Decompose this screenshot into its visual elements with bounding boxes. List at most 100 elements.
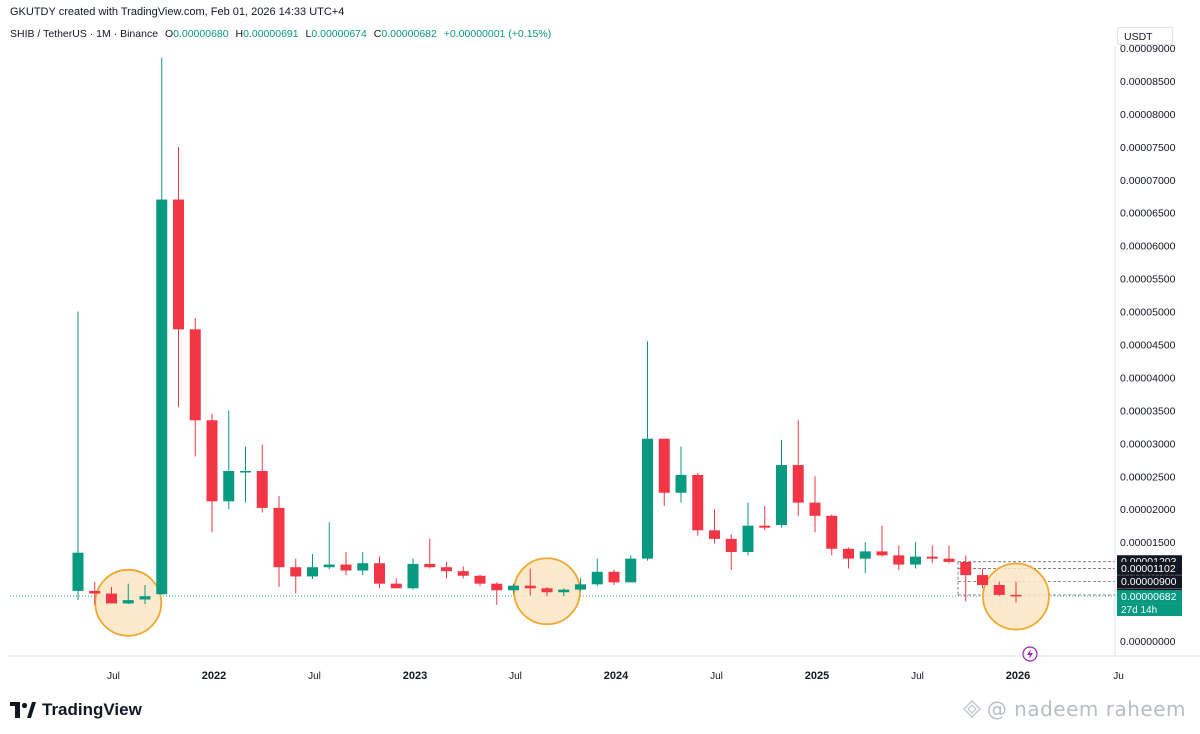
lightning-icon[interactable] <box>1022 646 1038 662</box>
y-tick-label: 0.00008500 <box>1120 76 1176 88</box>
candle-body <box>826 515 838 549</box>
y-tick-label: 0.00004500 <box>1120 340 1176 352</box>
candle-body <box>625 558 637 583</box>
y-tick-label: 0.00002500 <box>1120 471 1176 483</box>
x-tick-label: 2023 <box>403 670 427 682</box>
candle-body <box>340 564 352 571</box>
tradingview-mark-icon <box>10 702 36 718</box>
close-key: C <box>373 28 382 40</box>
candle-body <box>943 558 955 562</box>
y-tick-label: 0.00003500 <box>1120 405 1176 417</box>
y-tick-label: 0.00004000 <box>1120 372 1176 384</box>
x-tick-label: Jul <box>107 671 120 682</box>
y-tick-label: 0.00008000 <box>1120 109 1176 121</box>
currency-selector[interactable]: USDT <box>1117 27 1173 45</box>
candle-body <box>725 538 737 553</box>
ohlc-legend: SHIB / TetherUS · 1M · Binance O0.000006… <box>10 28 551 40</box>
candle-body <box>508 585 519 591</box>
candle-body <box>759 525 771 528</box>
candle-body <box>122 600 134 604</box>
candle-body <box>642 438 653 559</box>
y-tick-label: 0.00007500 <box>1120 142 1176 154</box>
candle-body <box>273 507 285 568</box>
candle-body <box>893 555 905 565</box>
y-tick-label: 0.00002000 <box>1120 504 1176 516</box>
x-tick-label: 2022 <box>202 670 226 682</box>
candle-body <box>189 329 201 421</box>
chart-credit: GKUTDY created with TradingView.com, Feb… <box>10 6 345 18</box>
y-tick-label: 0.00007000 <box>1120 175 1176 187</box>
author-watermark: @ nadeem raheem <box>962 697 1186 721</box>
candle-body <box>675 474 687 493</box>
candle-body <box>374 563 385 584</box>
candle-body <box>323 564 335 568</box>
brand-name: TradingView <box>42 700 142 719</box>
candle-body <box>457 571 469 576</box>
symbol-label[interactable]: SHIB / TetherUS · 1M · Binance <box>10 28 159 40</box>
candle-body <box>776 465 787 526</box>
low-value: 0.00000674 <box>311 28 367 40</box>
candle-body <box>290 567 302 577</box>
candle-body <box>156 199 168 595</box>
y-tick-label: 0.00005000 <box>1120 307 1176 319</box>
candle-body <box>692 474 704 531</box>
y-tick-label: 0.00005500 <box>1120 274 1176 286</box>
candle-body <box>742 525 754 553</box>
candle-body <box>809 502 821 516</box>
candle-body <box>658 438 670 493</box>
x-tick-label: 2026 <box>1006 670 1030 682</box>
candle-body <box>491 583 503 591</box>
candle-body <box>139 596 151 600</box>
diamond-logo-icon <box>962 700 981 718</box>
candle-body <box>307 567 318 577</box>
price-label-bg <box>1117 575 1182 589</box>
high-key: H <box>235 28 244 40</box>
x-tick-label: Jul <box>509 671 522 682</box>
candle-body <box>608 571 620 583</box>
countdown-bg <box>1117 603 1182 617</box>
candle-body <box>390 583 402 589</box>
x-tick-label: Jul <box>710 671 723 682</box>
x-tick-label: 2024 <box>604 670 629 682</box>
candle-body <box>240 471 251 473</box>
tradingview-logo[interactable]: TradingView <box>10 700 142 720</box>
y-tick-label: 0.00009000 <box>1120 43 1176 55</box>
candle-body <box>357 563 369 571</box>
candle-body <box>993 584 1005 595</box>
candle-body <box>558 589 570 593</box>
candle-body <box>575 584 586 590</box>
open-key: O <box>164 28 174 40</box>
x-tick-label: 2025 <box>805 670 829 682</box>
candle-body <box>843 548 854 559</box>
candle-body <box>591 571 603 585</box>
candle-body <box>89 590 101 594</box>
candle-body <box>173 199 184 330</box>
candle-body <box>72 552 84 591</box>
candle-body <box>223 471 235 502</box>
x-tick-label: Jul <box>308 671 321 682</box>
candle-body <box>474 575 486 584</box>
candle-body <box>859 551 871 559</box>
candle-body <box>876 551 888 556</box>
low-key: L <box>305 28 312 40</box>
y-tick-label: 0.00006500 <box>1120 208 1176 220</box>
candle-body <box>709 530 720 539</box>
close-value: 0.00000682 <box>381 28 437 40</box>
candle-body <box>441 567 452 572</box>
candle-body <box>1010 594 1022 597</box>
high-value: 0.00000691 <box>243 28 299 40</box>
candle-body <box>960 561 972 576</box>
price-label: 0.00001102 <box>1121 563 1176 575</box>
candle-body <box>256 471 268 508</box>
open-value: 0.00000680 <box>173 28 229 40</box>
x-tick-label: Jul <box>911 671 924 682</box>
candle-body <box>106 593 117 604</box>
candle-body <box>926 556 938 559</box>
candle-body <box>977 575 988 585</box>
y-tick-label: 0.00006000 <box>1120 241 1176 253</box>
y-tick-label: 0.00000000 <box>1120 636 1176 648</box>
candle-body <box>541 588 553 593</box>
x-tick-label: Ju <box>1113 671 1124 682</box>
candle-body <box>407 563 419 589</box>
